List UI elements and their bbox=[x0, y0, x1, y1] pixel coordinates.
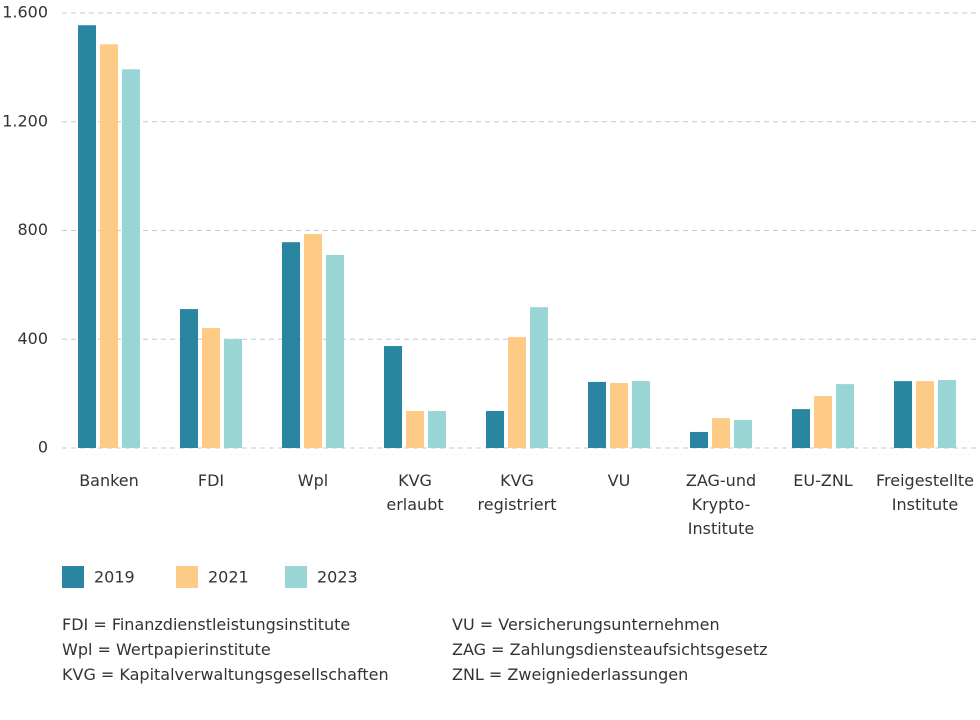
x-tick-label: Banken bbox=[79, 471, 139, 490]
footnote: FDI = Finanzdienstleistungsinstitute bbox=[62, 615, 351, 634]
bar bbox=[384, 346, 402, 448]
bar bbox=[894, 381, 912, 448]
bar bbox=[836, 384, 854, 448]
bar bbox=[304, 234, 322, 448]
bar bbox=[508, 337, 526, 448]
bar bbox=[180, 309, 198, 448]
bar bbox=[100, 44, 118, 448]
legend-label: 2023 bbox=[317, 568, 358, 587]
bar bbox=[632, 381, 650, 448]
y-tick-label: 1.200 bbox=[2, 111, 48, 130]
bar bbox=[428, 411, 446, 448]
bar bbox=[326, 254, 344, 448]
bar bbox=[78, 25, 96, 448]
x-tick-label: VU bbox=[607, 471, 631, 490]
x-tick-label: FDI bbox=[197, 471, 225, 490]
legend-label: 2021 bbox=[208, 568, 249, 587]
footnote: ZNL = Zweigniederlassungen bbox=[452, 665, 689, 684]
bar bbox=[814, 396, 832, 448]
bar bbox=[122, 69, 140, 448]
x-tick-label: Freigestellte Institute bbox=[875, 471, 974, 514]
legend-label: 2019 bbox=[94, 568, 135, 587]
footnote: Wpl = Wertpapierinstitute bbox=[62, 640, 271, 659]
y-tick-label: 400 bbox=[17, 329, 48, 348]
bar bbox=[610, 383, 628, 448]
x-tick-label: ZAG-und Krypto- Institute bbox=[685, 471, 757, 538]
bar bbox=[202, 328, 220, 448]
bar bbox=[588, 381, 606, 448]
bar bbox=[486, 411, 504, 448]
y-tick-label: 1.600 bbox=[2, 3, 48, 22]
footnote: KVG = Kapitalverwaltungsgesellschaften bbox=[62, 665, 389, 684]
bar bbox=[530, 307, 548, 448]
y-tick-label: 0 bbox=[38, 438, 48, 457]
bar bbox=[938, 380, 956, 448]
bar bbox=[712, 418, 730, 448]
footnote: ZAG = Zahlungsdiensteaufsichtsgesetz bbox=[452, 640, 768, 659]
legend-swatch bbox=[285, 566, 307, 588]
bar bbox=[734, 419, 752, 448]
x-tick-label: KVG erlaubt bbox=[386, 471, 444, 514]
x-tick-label: EU-ZNL bbox=[793, 471, 853, 490]
y-tick-label: 800 bbox=[17, 220, 48, 239]
legend-swatch bbox=[62, 566, 84, 588]
bar bbox=[224, 338, 242, 448]
bar bbox=[282, 242, 300, 448]
bar bbox=[916, 381, 934, 448]
legend-swatch bbox=[176, 566, 198, 588]
bar bbox=[792, 409, 810, 448]
x-tick-label: KVG registriert bbox=[477, 471, 557, 514]
bar bbox=[690, 431, 708, 448]
bar bbox=[406, 411, 424, 448]
footnote: VU = Versicherungsunternehmen bbox=[452, 615, 720, 634]
x-tick-label: Wpl bbox=[297, 471, 329, 490]
